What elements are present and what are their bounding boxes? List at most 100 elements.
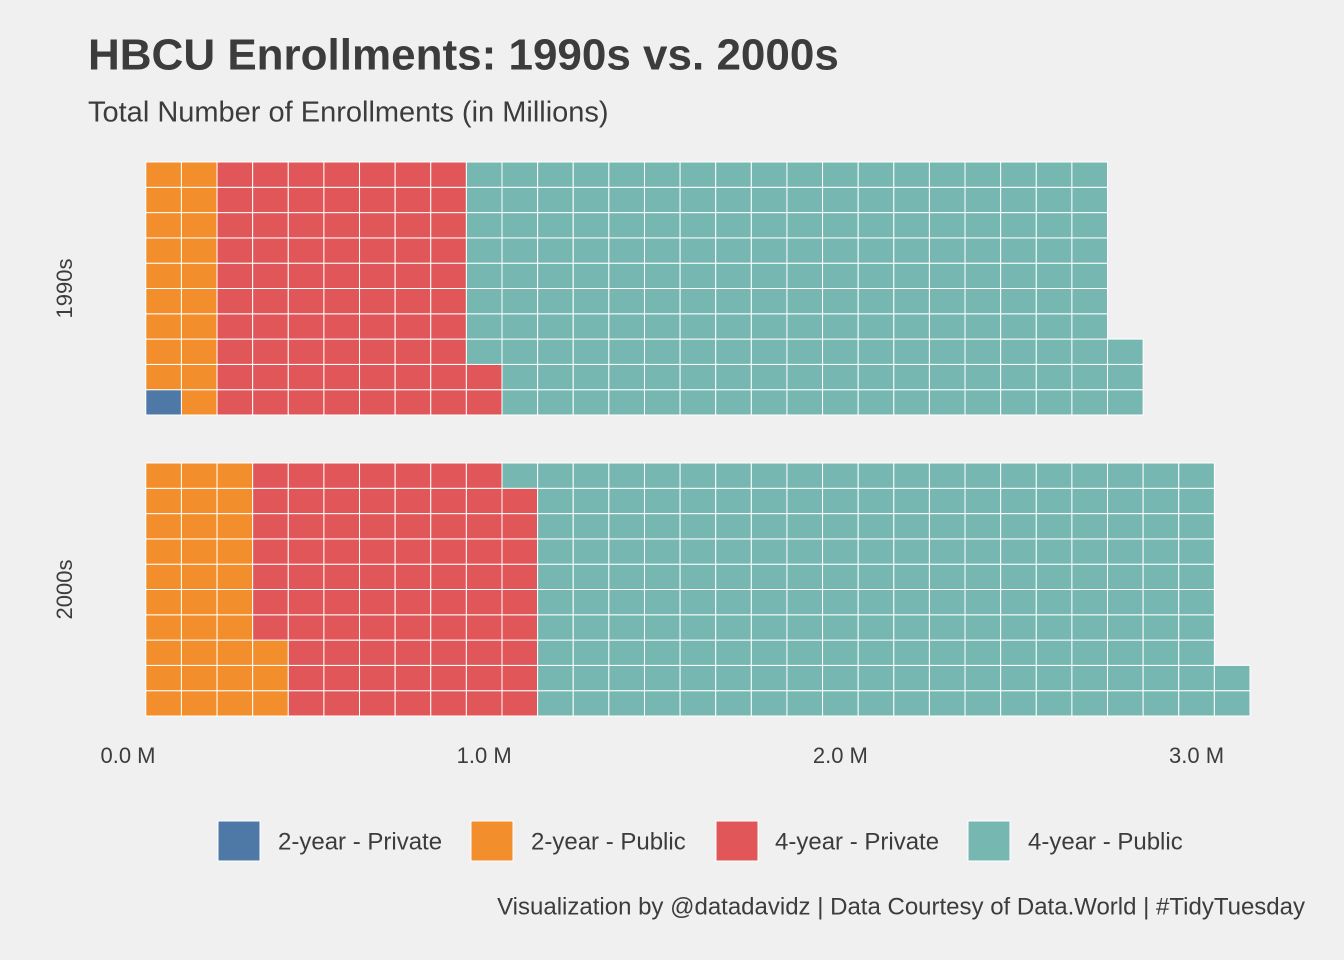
waffle-square [430, 538, 467, 565]
waffle-square [1035, 313, 1073, 340]
waffle-square [1107, 487, 1144, 515]
waffle-square [1107, 338, 1144, 365]
waffle-square [465, 212, 503, 239]
waffle-square [643, 639, 681, 666]
waffle-square [679, 212, 717, 239]
waffle-square [643, 563, 681, 591]
waffle-square [964, 690, 1002, 717]
y-category-label: 1990s [52, 259, 77, 319]
waffle-square [1107, 538, 1144, 565]
waffle-square [287, 538, 325, 565]
waffle-square [252, 614, 289, 641]
waffle-square [822, 237, 859, 264]
waffle-square [750, 212, 788, 239]
waffle-square [1071, 462, 1109, 489]
waffle-square [786, 338, 824, 365]
waffle-square [1071, 614, 1109, 641]
waffle-square [287, 186, 325, 214]
waffle-square [750, 186, 788, 214]
waffle-square [1035, 288, 1073, 315]
waffle-square [572, 212, 610, 239]
waffle-square [216, 186, 254, 214]
waffle-square [465, 589, 503, 616]
waffle-square [252, 262, 289, 290]
waffle-square [1000, 338, 1037, 365]
waffle-square [750, 389, 788, 416]
waffle-square [643, 538, 681, 565]
waffle-square [750, 513, 788, 540]
waffle-square [1000, 161, 1037, 188]
waffle-square [252, 161, 289, 188]
waffle-square [750, 690, 788, 717]
x-tick-label: 2.0 M [813, 743, 868, 768]
waffle-square [537, 690, 574, 717]
waffle-square [750, 237, 788, 264]
waffle-square [537, 487, 574, 515]
waffle-square [964, 186, 1002, 214]
waffle-square [857, 639, 895, 666]
waffle-square [1035, 589, 1073, 616]
waffle-square [715, 664, 752, 692]
waffle-square [394, 639, 432, 666]
waffle-square [893, 288, 930, 315]
waffle-square [252, 563, 289, 591]
waffle-square [928, 161, 966, 188]
waffle-square [394, 363, 432, 391]
waffle-square [964, 389, 1002, 416]
waffle-square [679, 487, 717, 515]
waffle-square [786, 161, 824, 188]
waffle-square [750, 288, 788, 315]
waffle-square [465, 487, 503, 515]
waffle-square [1000, 513, 1037, 540]
waffle-square [1000, 313, 1037, 340]
waffle-square [394, 338, 432, 365]
waffle-square [964, 513, 1002, 540]
waffle-square [608, 186, 645, 214]
waffle-square [359, 563, 396, 591]
waffle-square [252, 186, 289, 214]
waffle-square [608, 664, 645, 692]
waffle-square [359, 487, 396, 515]
waffle-square [608, 313, 645, 340]
waffle-square [430, 389, 467, 416]
waffle-square [928, 639, 966, 666]
waffle-square [359, 363, 396, 391]
waffle-square [465, 538, 503, 565]
waffle-square [822, 389, 859, 416]
waffle-square [928, 690, 966, 717]
waffle-square [180, 338, 218, 365]
waffle-square [145, 161, 182, 188]
waffle-square [1142, 462, 1180, 489]
waffle-square [679, 614, 717, 641]
waffle-square [1178, 487, 1215, 515]
waffle-square [465, 186, 503, 214]
waffle-square [501, 288, 539, 315]
waffle-square [572, 487, 610, 515]
waffle-square [180, 313, 218, 340]
waffle-square [893, 563, 930, 591]
waffle-square [572, 513, 610, 540]
waffle-square [180, 212, 218, 239]
waffle-square [715, 690, 752, 717]
waffle-square [287, 639, 325, 666]
waffle-square [608, 338, 645, 365]
waffle-square [430, 288, 467, 315]
waffle-square [928, 664, 966, 692]
waffle-square [572, 161, 610, 188]
waffle-square [1107, 690, 1144, 717]
waffle-square [430, 664, 467, 692]
waffle-square [465, 462, 503, 489]
waffle-square [1035, 237, 1073, 264]
waffle-square [715, 186, 752, 214]
waffle-square [643, 664, 681, 692]
waffle-square [964, 338, 1002, 365]
waffle-square [715, 288, 752, 315]
waffle-square [537, 338, 574, 365]
waffle-square [323, 212, 361, 239]
waffle-square [1107, 363, 1144, 391]
waffle-square [786, 389, 824, 416]
waffle-square [928, 262, 966, 290]
waffle-square [501, 538, 539, 565]
waffle-square [537, 538, 574, 565]
waffle-square [252, 212, 289, 239]
